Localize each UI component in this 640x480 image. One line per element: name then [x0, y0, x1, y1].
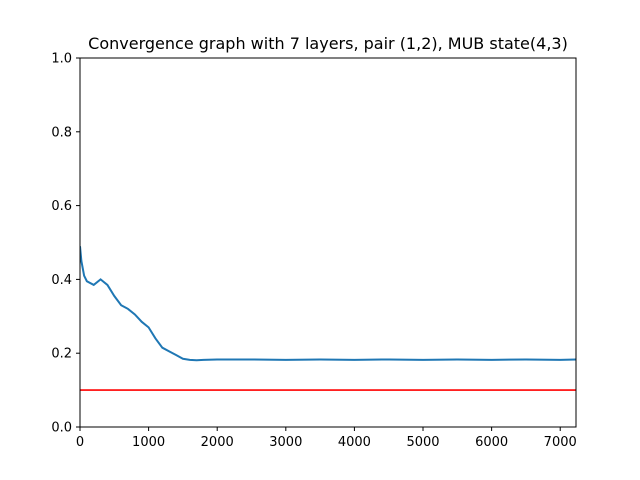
- y-tick-label-3: 0.6: [51, 199, 72, 214]
- x-tick-label-1: 1000: [132, 435, 165, 450]
- plot-area: 0 1000 2000 3000 4000 5000 6000 7000 0.0 0.2 0.4 0.…: [51, 52, 576, 451]
- x-tick-label-4: 4000: [338, 435, 371, 450]
- y-tick-label-1: 0.2: [51, 347, 72, 362]
- y-tick-label-4: 0.8: [51, 125, 72, 140]
- x-tick-label-3: 3000: [269, 435, 302, 450]
- chart-title: Convergence graph with 7 layers, pair (1…: [88, 34, 568, 53]
- series-line-0: [80, 246, 576, 362]
- x-tick-label-6: 6000: [475, 435, 508, 450]
- x-tick-label-0: 0: [76, 435, 84, 450]
- x-tick-label-2: 2000: [201, 435, 234, 450]
- plot-frame: [79, 57, 577, 428]
- x-tick-label-7: 7000: [544, 435, 577, 450]
- y-tick-label-2: 0.4: [51, 273, 72, 288]
- y-tick-label-0: 0.0: [51, 421, 72, 436]
- x-tick-label-5: 5000: [406, 435, 439, 450]
- y-tick-label-5: 1.0: [51, 52, 72, 67]
